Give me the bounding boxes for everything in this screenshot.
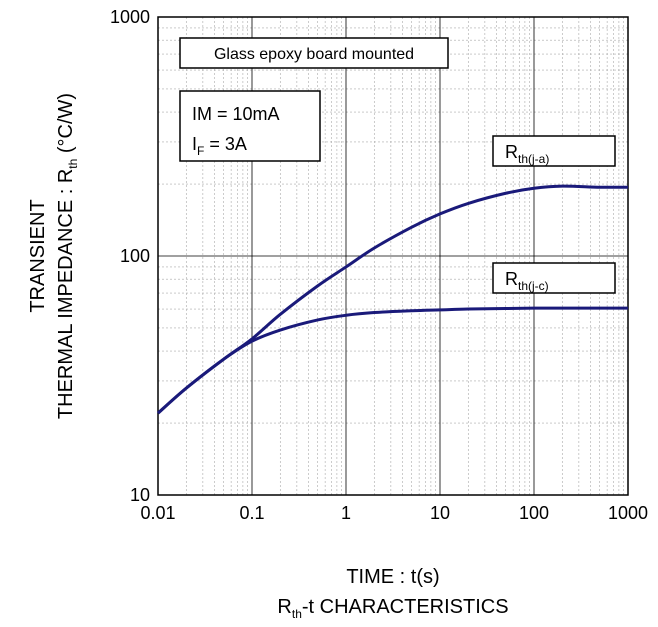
mount-note: Glass epoxy board mounted: [214, 46, 414, 63]
x-tick-label: 100: [519, 503, 549, 523]
legend-box-rth-ja: [492, 135, 616, 167]
x-axis-label: TIME : t(s): [346, 566, 439, 588]
legend-rth-jc: Rth(j-c): [505, 269, 549, 293]
x-tick-labels: 0.01 0.1 1 10 100 1000: [140, 503, 648, 523]
y-axis-label-line2: THERMAL IMPEDANCE : Rth (°C/W): [55, 93, 80, 419]
legend-box-rth-jc: [492, 262, 616, 294]
x-tick-label: 0.01: [140, 503, 175, 523]
plot-area: [157, 16, 629, 496]
series-line-rth-ja: [157, 184, 629, 415]
y-tick-label: 1000: [110, 7, 150, 27]
y-tick-label: 100: [120, 246, 150, 266]
conditions-box: [179, 90, 321, 162]
mount-note-box: [179, 37, 449, 69]
x-tick-label: 1000: [608, 503, 648, 523]
condition-im: IM = 10mA: [192, 104, 280, 124]
y-tick-label: 10: [130, 485, 150, 505]
x-tick-label: 0.1: [239, 503, 264, 523]
y-tick-labels: 10 100 1000: [110, 7, 150, 505]
legend-rth-ja: Rth(j-a): [505, 142, 549, 166]
chart-title: Rth-t CHARACTERISTICS: [277, 596, 508, 621]
condition-if: IF = 3A: [192, 134, 247, 158]
y-axis-label-line1: TRANSIENT: [27, 199, 49, 312]
series-line-rth-jc: [157, 306, 628, 415]
x-tick-label: 10: [430, 503, 450, 523]
grid: [157, 16, 629, 496]
series-lines: [157, 184, 629, 415]
x-tick-label: 1: [341, 503, 351, 523]
